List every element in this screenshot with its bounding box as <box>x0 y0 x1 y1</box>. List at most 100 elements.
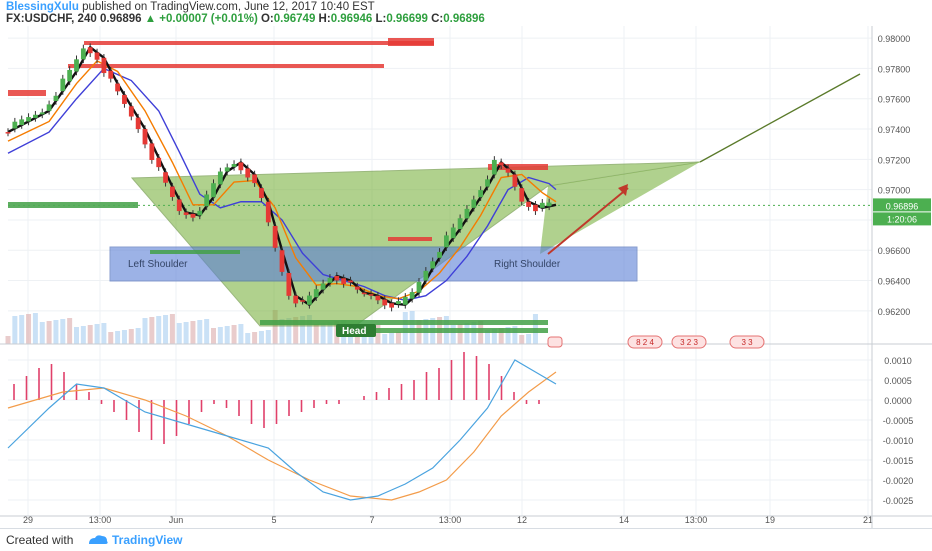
volume-bar <box>204 319 210 344</box>
volume-bar <box>265 330 271 344</box>
volume-bar <box>163 315 169 344</box>
support-line <box>150 250 240 254</box>
candle-down <box>293 295 299 304</box>
volume-bar <box>279 319 285 344</box>
time-tick-label: 19 <box>765 515 775 525</box>
created-with-text: Created with <box>6 533 74 547</box>
candle-up <box>491 159 497 175</box>
pattern-zones <box>8 38 872 333</box>
time-tick-label: 7 <box>369 515 374 525</box>
event-badge-label: 8 2 4 <box>636 338 654 347</box>
candle-up <box>60 78 66 92</box>
time-tick-label: 13:00 <box>89 515 112 525</box>
countdown-box <box>873 212 931 226</box>
candle-down <box>5 132 11 134</box>
volume-bar <box>108 332 114 344</box>
author-name[interactable]: BlessingXulu <box>6 1 79 13</box>
support-line <box>260 320 548 325</box>
ema-slow-line <box>7 67 557 301</box>
candle-up <box>313 289 319 298</box>
volume-bar <box>526 334 532 344</box>
candle-down <box>279 250 285 272</box>
volume-bar <box>80 326 86 344</box>
open-label: O: <box>260 13 274 25</box>
high-label: H: <box>318 13 331 25</box>
candle-up <box>423 270 429 281</box>
time-tick-label: 21 <box>863 515 873 525</box>
chart-canvas[interactable]: 0.98000 0.97800 0.97600 0.97400 0.97200 0.970… <box>0 26 932 528</box>
tradingview-brand[interactable]: TradingView <box>112 533 183 547</box>
volume-bar <box>19 315 25 344</box>
volume-bar <box>238 324 244 344</box>
volume-bar <box>498 328 504 344</box>
time-tick-label: 29 <box>23 515 33 525</box>
volume-bar <box>128 329 134 344</box>
volume-bar <box>60 319 66 344</box>
volume-bar <box>409 311 415 344</box>
candle-up <box>450 227 456 239</box>
candle-down <box>300 300 305 302</box>
ema-fast-line <box>7 59 557 300</box>
price-tick-label: 0.97600 <box>878 95 911 105</box>
volume-bar <box>169 314 175 344</box>
candle-down <box>94 52 100 60</box>
volume-bar <box>149 317 155 344</box>
volume-bar <box>211 328 216 344</box>
candle-down <box>334 276 340 281</box>
time-tick-label: 5 <box>271 515 276 525</box>
event-badge <box>671 335 707 349</box>
symbol-label: FX:USDCHF, 240 <box>6 13 97 25</box>
candle-down <box>170 186 175 197</box>
macd-tick-label: -0.0005 <box>883 416 914 426</box>
candle-up <box>224 167 230 172</box>
volume-bar <box>121 330 127 344</box>
candle-down <box>505 168 511 173</box>
resistance-line <box>8 90 46 96</box>
price-tick-label: 0.96400 <box>878 277 911 287</box>
candle-up <box>197 210 203 216</box>
volume-bar <box>327 322 333 344</box>
resistance-line <box>388 38 434 46</box>
candle-down <box>286 272 292 296</box>
volume-bar <box>450 325 456 344</box>
candle-down <box>115 83 120 92</box>
volume-bar <box>395 332 401 344</box>
volume-bar <box>190 321 196 344</box>
volume-bar <box>389 333 395 344</box>
candle-up <box>217 171 223 185</box>
time-tick-label: 13:00 <box>685 515 708 525</box>
volume-bar <box>46 321 52 344</box>
candle-up <box>307 295 312 305</box>
volume-bar <box>375 325 381 344</box>
volume-bar <box>197 320 203 344</box>
volume-bar <box>26 314 32 344</box>
volume-bar <box>101 323 107 344</box>
candle-down <box>341 278 347 284</box>
volume-bar <box>464 323 470 344</box>
time-tick-label: 13:00 <box>439 515 462 525</box>
candle-up <box>485 179 490 187</box>
candle-down <box>265 201 271 223</box>
low-label: L: <box>375 13 387 25</box>
candle-up <box>327 277 333 283</box>
candle-down <box>389 303 394 308</box>
candle-down <box>176 199 182 212</box>
time-tick-label: 14 <box>619 515 629 525</box>
volume-bar <box>491 329 497 344</box>
event-badge-label: 3 3 <box>741 338 753 347</box>
event-badge <box>627 335 663 349</box>
candle-up <box>320 283 326 290</box>
price-tick-label: 0.96200 <box>878 307 911 317</box>
candle-up <box>26 117 31 122</box>
volume-bars <box>5 310 538 344</box>
volume-bar <box>258 331 264 344</box>
candle-down <box>87 47 93 54</box>
time-tick-label: 12 <box>517 515 527 525</box>
candle-down <box>348 280 353 283</box>
volume-bar <box>457 324 463 344</box>
candle-down <box>512 174 518 187</box>
volume-bar <box>306 315 312 344</box>
macd-tick-label: -0.0010 <box>883 436 914 446</box>
volume-bar <box>231 325 237 344</box>
candle-down <box>245 168 251 178</box>
